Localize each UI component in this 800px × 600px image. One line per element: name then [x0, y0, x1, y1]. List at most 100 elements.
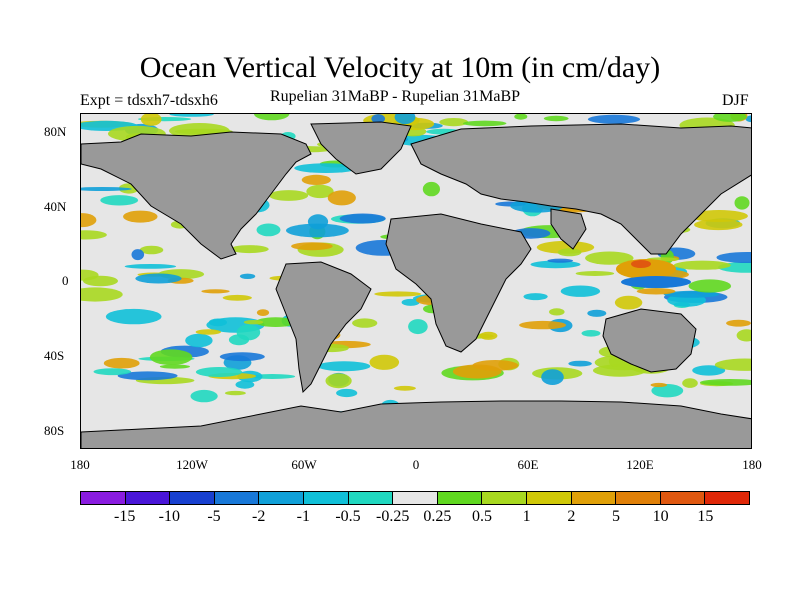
lon-label-120e: 120E [626, 457, 654, 472]
colorbar-label: 5 [612, 508, 620, 525]
velocity-patch [713, 114, 747, 122]
velocity-patch [549, 308, 565, 316]
land-south-america [275, 261, 372, 394]
lat-label-40s: 40S [44, 348, 65, 363]
velocity-patch [301, 174, 331, 185]
lat-label-80n: 80N [44, 124, 67, 139]
lon-label-180w: 180 [70, 457, 90, 472]
velocity-patch [327, 190, 356, 206]
velocity-patch [568, 360, 592, 367]
land-eurasia [410, 123, 751, 255]
land-greenland [310, 121, 412, 175]
lat-label-40n: 40N [44, 199, 67, 214]
colorbar-swatch [170, 492, 215, 504]
velocity-patch [726, 319, 751, 327]
colorbar-swatch [437, 492, 483, 504]
colorbar-swatch [571, 492, 617, 504]
velocity-patch [336, 388, 358, 398]
velocity-patch [394, 114, 416, 125]
velocity-patch [631, 260, 651, 268]
velocity-patch [439, 118, 469, 127]
colorbar-swatch [660, 492, 706, 504]
lon-label-180e: 180 [742, 457, 762, 472]
velocity-patch [560, 285, 601, 297]
colorbar-swatch [705, 492, 749, 504]
land-africa [385, 213, 532, 353]
colorbar-swatch [81, 492, 126, 504]
velocity-patch [692, 365, 726, 376]
velocity-patch [208, 318, 227, 327]
velocity-patch [543, 115, 569, 122]
colorbar-label: -10 [158, 508, 180, 525]
velocity-patch [185, 333, 213, 348]
colorbar-label: -2 [251, 508, 266, 525]
velocity-patch [374, 291, 422, 297]
colorbar [80, 491, 750, 505]
velocity-patch [190, 389, 218, 403]
velocity-patch [235, 380, 255, 389]
velocity-patch [581, 330, 601, 337]
map-title: Ocean Vertical Velocity at 10m (in cm/da… [139, 51, 661, 84]
velocity-patch [317, 361, 371, 372]
velocity-patch [140, 114, 162, 126]
colorbar-swatch [214, 492, 260, 504]
velocity-patch [519, 320, 567, 330]
colorbar-label: -5 [207, 508, 221, 525]
colorbar-label: 2 [567, 508, 576, 525]
velocity-patch [243, 320, 264, 325]
velocity-patch [352, 318, 378, 328]
land-australia [602, 308, 697, 373]
velocity-patch [124, 264, 177, 269]
experiment-label: Expt = tdsxh7-tdsxh6 [80, 92, 218, 109]
velocity-patch [663, 290, 720, 298]
velocity-patch [230, 245, 269, 254]
velocity-patch [149, 349, 193, 365]
velocity-patch [699, 379, 751, 386]
velocity-patch [401, 298, 420, 306]
velocity-patch [219, 352, 265, 362]
velocity-patch [256, 223, 281, 237]
velocity-patch [587, 309, 607, 317]
velocity-patch [636, 288, 676, 295]
velocity-patch [306, 184, 334, 199]
velocity-patch [225, 390, 246, 396]
velocity-patch [716, 252, 751, 263]
lon-label-0: 0 [412, 457, 420, 472]
colorbar-label: -0.25 [375, 508, 410, 525]
velocity-patch [547, 258, 573, 263]
velocity-patch [673, 260, 731, 270]
colorbar-label: 1 [522, 508, 531, 525]
velocity-patch [422, 181, 440, 197]
lon-label-60w: 60W [291, 457, 317, 472]
velocity-patch [286, 223, 349, 238]
velocity-patch [222, 294, 252, 301]
velocity-patch [81, 287, 123, 302]
velocity-patch [523, 293, 548, 301]
velocity-patch [325, 373, 352, 389]
colorbar-label: 0.25 [423, 508, 452, 525]
colorbar-label: 0.5 [472, 508, 492, 525]
colorbar-label: -15 [113, 508, 136, 525]
velocity-patch [472, 360, 519, 371]
colorbar-label: -1 [296, 508, 310, 525]
velocity-patch [650, 382, 668, 388]
colorbar-swatch [393, 492, 438, 504]
velocity-patch [291, 242, 333, 251]
colorbar-label: 10 [652, 508, 669, 525]
velocity-patch [587, 114, 641, 124]
lon-label-120w: 120W [176, 457, 208, 472]
velocity-patch [614, 295, 643, 310]
velocity-patch [269, 190, 309, 201]
velocity-patch [159, 364, 190, 369]
velocity-patch [139, 245, 164, 255]
velocity-patch [195, 367, 243, 377]
lat-label-0: 0 [62, 273, 69, 288]
lat-label-80s: 80S [44, 423, 65, 438]
velocity-patch [651, 384, 684, 398]
map-svg [81, 114, 751, 448]
velocity-patch [734, 196, 750, 210]
velocity-patch [256, 309, 270, 316]
continents [81, 121, 751, 448]
velocity-patch [131, 249, 145, 261]
velocity-patch [369, 354, 400, 370]
